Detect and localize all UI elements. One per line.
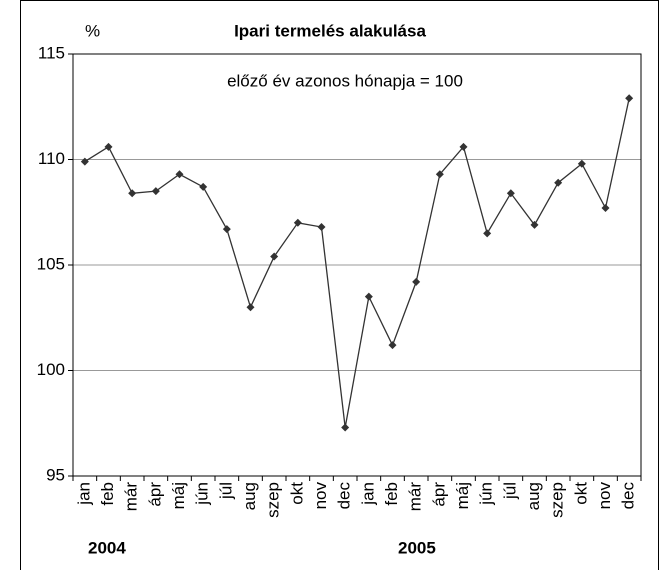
x-tick-label: már	[406, 482, 425, 512]
x-tick-label: jan	[74, 482, 93, 506]
marker	[577, 159, 586, 168]
x-tick-label: ápr	[429, 482, 448, 507]
x-tick-label: máj	[453, 482, 472, 509]
x-tick-label: máj	[169, 482, 188, 509]
year-label: 2005	[398, 538, 436, 557]
x-tick-label: okt	[571, 482, 590, 505]
marker	[530, 220, 539, 229]
marker	[601, 204, 610, 213]
marker	[412, 277, 421, 286]
marker	[128, 189, 137, 198]
x-tick-label: szep	[548, 482, 567, 518]
chart-title: Ipari termelés alakulása	[234, 21, 426, 40]
x-tick-label: jún	[477, 482, 496, 506]
y-tick-label: 115	[38, 43, 65, 62]
marker	[175, 170, 184, 179]
marker	[270, 252, 279, 261]
line	[84, 98, 630, 428]
x-tick-label: aug	[240, 482, 259, 510]
annotation: előző év azonos hónapja = 100	[227, 71, 463, 90]
x-tick-label: szep	[264, 482, 283, 518]
marker	[554, 178, 563, 187]
marker	[151, 187, 160, 196]
x-tick-label: már	[122, 482, 141, 512]
marker	[506, 189, 515, 198]
marker	[364, 292, 373, 301]
marker	[246, 303, 255, 312]
y-tick-label: 105	[37, 254, 65, 273]
x-tick-label: feb	[382, 482, 401, 506]
marker	[104, 142, 113, 151]
x-tick-label: nov	[595, 482, 614, 510]
x-tick-label: jan	[358, 482, 377, 506]
marker	[483, 229, 492, 238]
x-tick-label: jún	[193, 482, 212, 506]
y-unit: %	[85, 21, 100, 40]
x-tick-label: ápr	[145, 482, 164, 507]
marker	[459, 142, 468, 151]
x-tick-label: aug	[524, 482, 543, 510]
marker	[80, 157, 89, 166]
marker	[293, 218, 302, 227]
year-label: 2004	[88, 538, 126, 557]
marker	[388, 341, 397, 350]
y-tick-label: 95	[46, 465, 65, 484]
x-tick-label: okt	[287, 482, 306, 505]
marker	[341, 423, 350, 432]
y-tick-label: 100	[37, 360, 65, 379]
x-tick-label: nov	[311, 482, 330, 510]
x-tick-label: dec	[335, 482, 354, 510]
x-tick-label: feb	[98, 482, 117, 506]
x-tick-label: júl	[500, 482, 519, 500]
marker	[199, 182, 208, 191]
marker	[625, 94, 634, 103]
y-tick-label: 110	[38, 149, 65, 168]
x-tick-label: júl	[216, 482, 235, 500]
x-tick-label: dec	[619, 482, 638, 510]
marker	[222, 225, 231, 234]
marker	[435, 170, 444, 179]
chart-frame	[20, 0, 659, 570]
marker	[317, 223, 326, 232]
